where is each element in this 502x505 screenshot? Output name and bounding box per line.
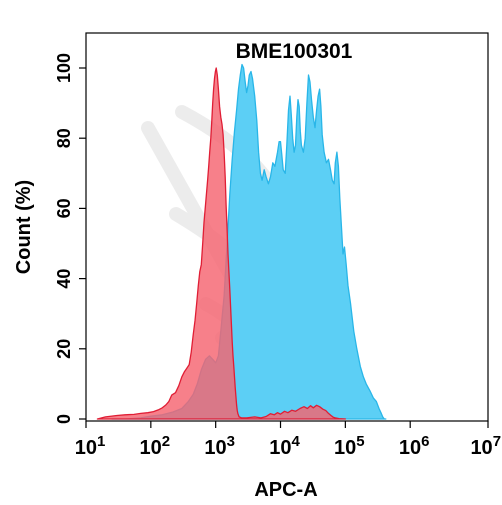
series-2-area — [96, 67, 347, 420]
x-tick-base: 10 — [399, 437, 421, 459]
y-tick-label: 80 — [54, 128, 74, 148]
x-tick-label: 106 — [399, 433, 430, 459]
y-axis: 0 20 40 60 80 100 — [54, 53, 86, 424]
x-tick-base: 10 — [140, 437, 162, 459]
x-tick-base: 10 — [334, 437, 356, 459]
y-tick-label: 0 — [54, 414, 74, 424]
x-tick-exponent: 5 — [356, 433, 364, 450]
series-1-area — [111, 63, 387, 420]
x-tick-label: 104 — [269, 433, 300, 459]
y-tick-label: 60 — [54, 198, 74, 218]
x-tick-label: 105 — [334, 433, 365, 459]
x-tick-base: 10 — [75, 437, 97, 459]
x-axis-title: APC-A — [254, 479, 317, 501]
x-tick-exponent: 6 — [421, 433, 429, 450]
x-tick-exponent: 2 — [162, 433, 170, 450]
x-tick-base: 10 — [269, 437, 291, 459]
y-axis-title: Count (%) — [13, 180, 35, 274]
x-tick-exponent: 7.2 — [493, 433, 502, 450]
y-tick-label: 100 — [54, 53, 74, 83]
x-tick-label: 107.2 — [470, 433, 502, 459]
x-tick-base: 10 — [204, 437, 226, 459]
histogram-series — [96, 63, 387, 420]
x-tick-base: 10 — [470, 437, 492, 459]
x-tick-label: 102 — [140, 433, 171, 459]
plot-frame — [85, 32, 489, 422]
x-tick-exponent: 4 — [291, 433, 300, 450]
y-tick-label: 40 — [54, 269, 74, 289]
chart-title: BME100301 — [236, 40, 353, 63]
x-tick-exponent: 3 — [227, 433, 235, 450]
x-tick-label: 103 — [204, 433, 235, 459]
x-tick-label: 101 — [75, 433, 106, 459]
x-tick-exponent: 1 — [97, 433, 105, 450]
y-tick-label: 20 — [54, 339, 74, 359]
